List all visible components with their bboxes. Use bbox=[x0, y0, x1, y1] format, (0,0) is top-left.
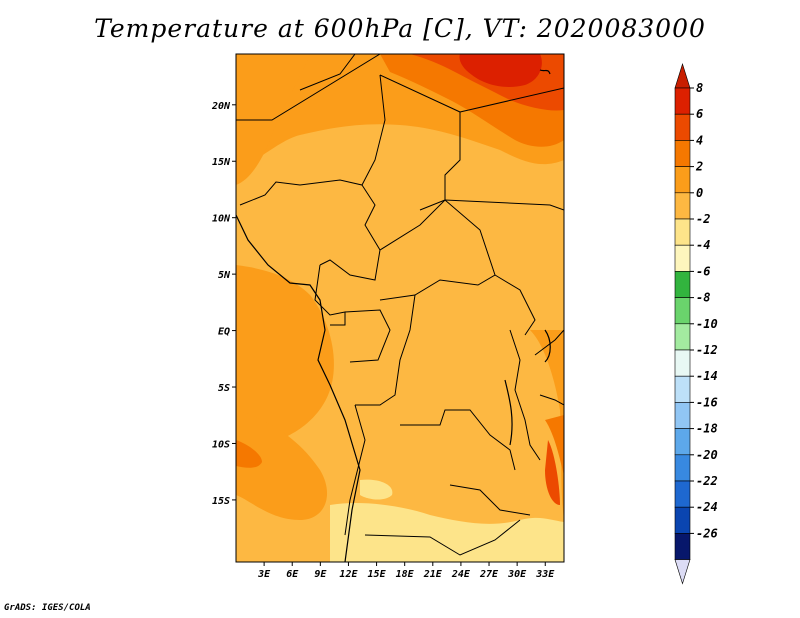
lon-tick-label: 18E bbox=[396, 569, 415, 580]
colorbar: 8 6 4 2 0 -2 -4 -6 -8 -10 -12 -14 -16 -18 -20 -22 -24 -26 bbox=[674, 62, 718, 585]
colorbar-label: -12 bbox=[696, 343, 718, 357]
lon-tick-label: 27E bbox=[479, 569, 499, 580]
colorbar-label: -4 bbox=[696, 238, 710, 252]
colorbar-label: -6 bbox=[696, 264, 710, 278]
lon-tick-label: 30E bbox=[507, 569, 527, 580]
colorbar-swatch bbox=[674, 140, 691, 167]
page-title: Temperature at 600hPa [C], VT: 202008300… bbox=[94, 14, 706, 43]
lat-tick-label: 15N bbox=[212, 157, 231, 168]
colorbar-upper-triangle bbox=[674, 62, 691, 89]
contour-2-4-sw bbox=[236, 410, 328, 520]
coastline bbox=[236, 69, 551, 562]
colorbar-label: -18 bbox=[696, 422, 718, 436]
lon-tick-label: 15E bbox=[368, 569, 387, 580]
lon-tick-label: 9E bbox=[314, 569, 327, 580]
lon-tick-label: 12E bbox=[339, 569, 358, 580]
colorbar-swatch bbox=[674, 244, 691, 272]
contour-4-6-sw bbox=[236, 440, 262, 468]
colorbar-label: -2 bbox=[696, 212, 710, 226]
temperature-field bbox=[236, 54, 564, 562]
colorbar-swatch bbox=[674, 349, 691, 377]
colorbar-label: 4 bbox=[696, 133, 703, 147]
country-borders bbox=[236, 54, 564, 556]
colorbar-swatch bbox=[674, 218, 691, 246]
lon-tick-label: 6E bbox=[286, 569, 299, 580]
colorbar-swatch bbox=[674, 428, 691, 456]
contour-4-6-east bbox=[545, 415, 564, 475]
lon-tick-label: 3E bbox=[257, 569, 271, 580]
contour-0-2-south-patch bbox=[360, 479, 393, 500]
lat-tick-label: 15S bbox=[212, 496, 230, 507]
colorbar-swatch bbox=[674, 166, 691, 194]
lon-tick-label: 33E bbox=[535, 569, 555, 580]
colorbar-label: -16 bbox=[696, 395, 718, 409]
colorbar-label: -22 bbox=[696, 474, 718, 488]
colorbar-label: -8 bbox=[696, 291, 710, 305]
map-frame bbox=[235, 53, 565, 563]
colorbar-swatch bbox=[674, 192, 691, 220]
colorbar-swatch bbox=[674, 506, 691, 534]
lat-tick-label: 10N bbox=[212, 214, 231, 225]
colorbar-swatch bbox=[674, 375, 691, 403]
lat-tick-label: 20N bbox=[211, 101, 231, 112]
contour-2-4-gulf bbox=[236, 265, 334, 448]
lat-tick-label: EQ bbox=[218, 327, 230, 338]
colorbar-label: 2 bbox=[695, 160, 703, 174]
colorbar-label: -10 bbox=[696, 317, 718, 331]
colorbar-swatch bbox=[674, 87, 691, 115]
colorbar-swatch bbox=[674, 480, 691, 508]
colorbar-swatch bbox=[674, 113, 691, 141]
colorbar-swatch bbox=[674, 533, 691, 560]
colorbar-swatch bbox=[674, 271, 691, 298]
contour-gt8 bbox=[459, 54, 542, 87]
colorbar-label: -14 bbox=[696, 369, 718, 383]
colorbar-swatch bbox=[674, 402, 691, 429]
colorbar-label: -26 bbox=[696, 526, 718, 540]
lon-tick-label: 24E bbox=[451, 569, 471, 580]
colorbar-label: 0 bbox=[696, 186, 703, 200]
lon-tick-label: 21E bbox=[423, 569, 443, 580]
contour-2-4-east bbox=[530, 330, 564, 520]
contour-6-8-east bbox=[545, 440, 560, 505]
colorbar-label: -20 bbox=[696, 448, 718, 462]
lat-tick-label: 10S bbox=[212, 439, 230, 450]
colorbar-label: 6 bbox=[696, 107, 703, 121]
colorbar-lower-triangle bbox=[674, 559, 691, 585]
colorbar-swatch bbox=[674, 323, 691, 351]
colorbar-swatch bbox=[674, 454, 691, 482]
colorbar-swatch bbox=[674, 297, 691, 325]
colorbar-label: 8 bbox=[696, 81, 703, 95]
map-axes: 3E 6E 9E 12E 15E 18E 21E 24E 27E 30E 33E 20N 15N 10N 5… bbox=[211, 101, 555, 580]
footer-credit: GrADS: IGES/COLA bbox=[4, 603, 91, 613]
lat-tick-label: 5N bbox=[218, 270, 231, 281]
lat-tick-label: 5S bbox=[218, 383, 230, 394]
colorbar-label: -24 bbox=[696, 500, 718, 514]
contour-0-2-south bbox=[330, 503, 564, 562]
